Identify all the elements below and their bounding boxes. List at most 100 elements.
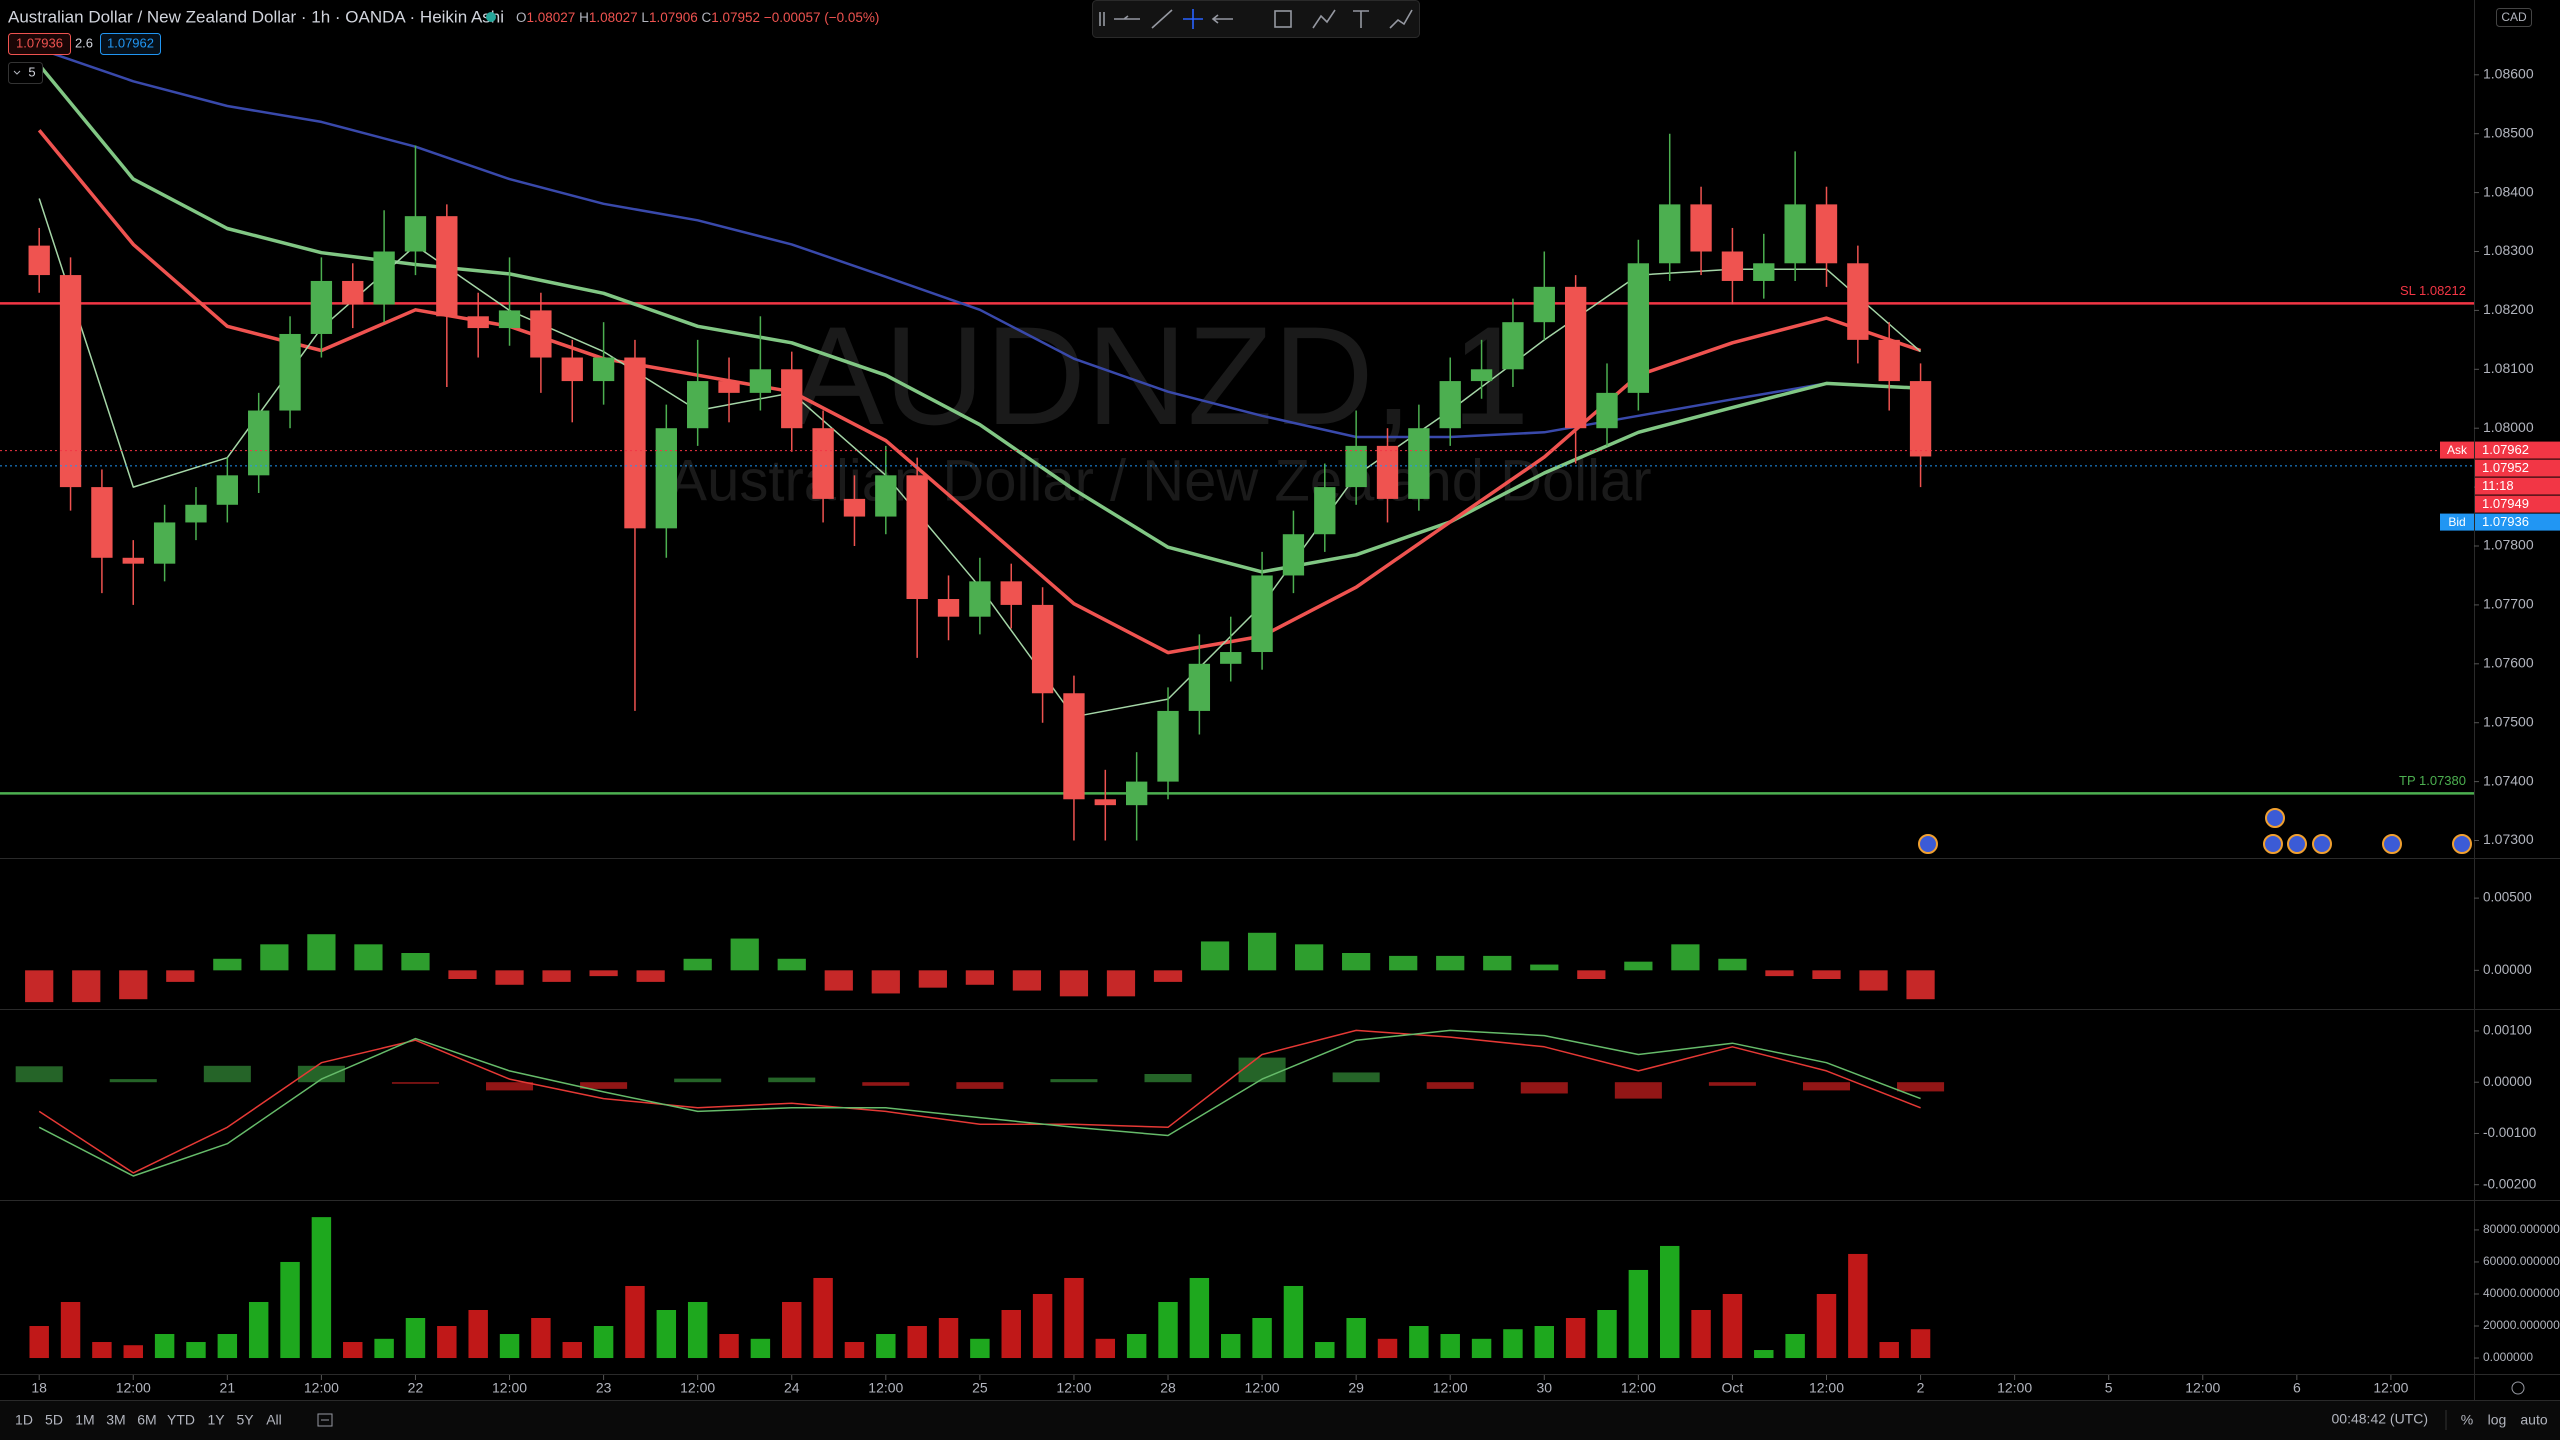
price-tag <box>2475 495 2560 513</box>
range-button[interactable]: 1M <box>75 1412 94 1428</box>
candle-body <box>59 275 82 488</box>
y-tick-label: 1.08000 <box>2483 419 2534 435</box>
y-tick-label: 40000.000000 <box>2483 1286 2560 1300</box>
currency-badge[interactable] <box>2496 8 2532 27</box>
tool-crosshair[interactable] <box>1183 9 1203 29</box>
event-icon[interactable] <box>2263 834 2283 854</box>
volume-bar <box>437 1326 457 1359</box>
range-button[interactable]: 1D <box>15 1412 33 1428</box>
candle-body <box>153 522 176 564</box>
candle-body <box>1627 263 1650 393</box>
tool-trendline[interactable] <box>1151 9 1173 29</box>
volume-bar <box>1848 1253 1868 1359</box>
histogram-bar <box>824 970 853 991</box>
candle-body <box>1282 534 1305 576</box>
volume-bar <box>1534 1326 1555 1359</box>
buy-price[interactable]: 1.07962 <box>107 35 154 50</box>
event-icon[interactable] <box>2452 834 2472 854</box>
tool-measure[interactable] <box>1389 9 1413 29</box>
candle-body <box>1815 204 1838 264</box>
y-tick-label: 0.00000 <box>2483 962 2532 977</box>
drag-handle[interactable] <box>1099 12 1105 26</box>
volume-bar <box>1346 1318 1366 1359</box>
indicators-count[interactable]: 5 <box>28 64 35 79</box>
x-tick-label: Oct <box>1722 1380 1744 1396</box>
tool-arrow[interactable] <box>1211 14 1233 24</box>
histogram-bar <box>354 944 383 971</box>
scale-option[interactable]: auto <box>2520 1412 2547 1428</box>
scale-option[interactable]: log <box>2488 1412 2507 1428</box>
histogram-bar <box>542 970 571 982</box>
event-icon[interactable] <box>2312 834 2332 854</box>
candle-body <box>1157 710 1179 782</box>
event-icon[interactable] <box>1918 834 1938 854</box>
candle-body <box>28 245 50 276</box>
settings-icon[interactable] <box>2511 1381 2525 1395</box>
symbol-title: Australian Dollar / New Zealand Dollar ·… <box>8 7 504 26</box>
range-button[interactable]: YTD <box>167 1412 195 1428</box>
candle-body <box>185 504 207 523</box>
buy-button[interactable] <box>100 33 161 55</box>
volume-bar <box>1597 1309 1617 1359</box>
volume-bar <box>1252 1318 1272 1359</box>
range-button[interactable]: 6M <box>137 1412 156 1428</box>
footer-bg <box>0 1400 2560 1440</box>
y-tick-label: 1.08400 <box>2483 183 2534 199</box>
tool-text[interactable] <box>1353 10 1369 28</box>
price-tag <box>2475 441 2560 459</box>
histogram-bar <box>1106 970 1136 997</box>
l-value: 1.07906 <box>649 10 698 25</box>
x-tick-label: 24 <box>784 1380 800 1396</box>
volume-bar <box>1221 1334 1241 1359</box>
volume-bar <box>1315 1342 1335 1359</box>
events <box>1918 808 2472 854</box>
volume-bar <box>1158 1301 1178 1359</box>
candle-body <box>1439 381 1461 429</box>
volume-bar <box>1910 1329 1931 1359</box>
c-value: 1.07952 <box>711 10 760 25</box>
candle-body <box>1502 322 1524 370</box>
price-tag-text: 1.07962 <box>2482 442 2529 457</box>
tool-rectangle[interactable] <box>1274 10 1292 28</box>
volume-bar <box>593 1326 614 1359</box>
candle-body <box>91 487 113 558</box>
y-tick-label: 1.08300 <box>2483 242 2534 258</box>
x-tick-label: 6 <box>2293 1380 2301 1396</box>
range-button[interactable]: All <box>266 1412 282 1428</box>
x-tick-label: 12:00 <box>304 1380 339 1396</box>
candle-body <box>749 369 772 393</box>
macd-histogram-bar <box>862 1082 910 1086</box>
volume-bar <box>907 1326 927 1359</box>
indicators-toggle[interactable] <box>8 62 43 84</box>
sell-button[interactable] <box>8 33 71 55</box>
volume-bar <box>782 1301 802 1359</box>
candle-body <box>561 357 583 382</box>
volume-bar <box>280 1261 300 1359</box>
event-icon[interactable] <box>2382 834 2402 854</box>
event-icon[interactable] <box>2265 808 2285 828</box>
histogram-bar <box>636 970 665 982</box>
clock: 00:48:42 (UTC) <box>2332 1411 2428 1427</box>
range-button[interactable]: 5D <box>45 1412 63 1428</box>
x-tick-label: 29 <box>1348 1380 1364 1396</box>
scale-option[interactable]: % <box>2461 1412 2473 1428</box>
volume-bar <box>1126 1334 1147 1359</box>
tool-horizontal-ray[interactable] <box>1114 15 1140 20</box>
o-value: 1.08027 <box>527 10 576 25</box>
currency[interactable]: CAD <box>2501 10 2527 24</box>
sell-price[interactable]: 1.07936 <box>16 35 63 50</box>
range-button[interactable]: 3M <box>106 1412 125 1428</box>
range-button[interactable]: 5Y <box>236 1412 254 1428</box>
event-icon[interactable] <box>2287 834 2307 854</box>
range-button[interactable]: 1Y <box>207 1412 225 1428</box>
histogram-bar <box>683 958 712 971</box>
histogram-bar <box>448 970 477 979</box>
y-tick-label: 1.08200 <box>2483 301 2534 317</box>
y-tick-label: 1.07600 <box>2483 655 2534 671</box>
candle-body <box>1533 286 1555 323</box>
candle-body <box>812 428 834 499</box>
histogram-bar <box>1812 970 1841 979</box>
x-tick-label: 2 <box>1917 1380 1925 1396</box>
goto-date-icon[interactable] <box>317 1413 333 1427</box>
tool-path[interactable] <box>1312 9 1336 29</box>
